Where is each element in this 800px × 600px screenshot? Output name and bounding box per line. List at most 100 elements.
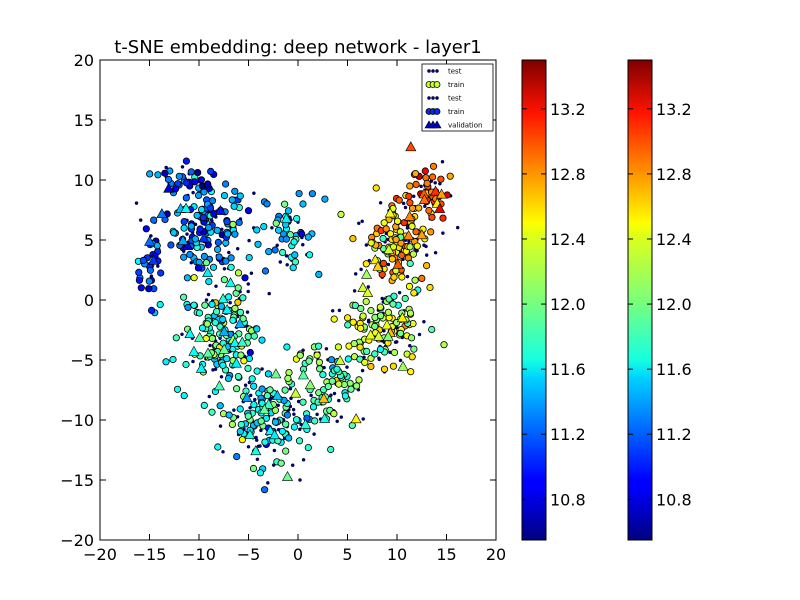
y-axis: −20 −15 −10 −5 0 5 10 15 20 (60, 51, 496, 550)
colorbar-tick-label: 13.2 (550, 100, 586, 119)
train-point (367, 306, 375, 315)
test-point (134, 201, 139, 205)
train-point (145, 277, 153, 285)
train-point (316, 365, 324, 373)
validation-point (418, 193, 430, 204)
validation-point (362, 286, 374, 297)
test-point (255, 457, 260, 462)
train-point (293, 215, 301, 223)
test-point (228, 300, 232, 305)
test-point (401, 201, 406, 206)
train-point (427, 228, 435, 236)
legend-marker-triangle (432, 120, 442, 129)
train-point (380, 365, 389, 373)
validation-point (403, 229, 415, 240)
test-point (252, 191, 256, 195)
train-point (175, 172, 183, 180)
train-point (393, 217, 402, 225)
test-point (292, 412, 296, 416)
test-point (270, 226, 274, 230)
test-point (422, 319, 426, 324)
train-point (292, 416, 301, 424)
colorbar-tick-label: 12.8 (656, 165, 692, 184)
train-point (379, 259, 388, 267)
validation-point (297, 369, 309, 380)
train-point (183, 274, 191, 282)
test-point (455, 225, 460, 230)
validation-point (304, 379, 316, 390)
train-point (367, 362, 375, 371)
train-point (298, 230, 306, 238)
train-point (314, 342, 323, 350)
train-point (437, 175, 445, 183)
train-point (137, 284, 145, 292)
train-point (250, 332, 258, 340)
test-point (189, 260, 194, 265)
train-point (258, 385, 266, 393)
train-point (263, 200, 271, 208)
train-point (214, 238, 222, 246)
train-point (271, 246, 279, 254)
train-point (423, 179, 431, 187)
test-point (227, 250, 231, 255)
train-point (290, 238, 298, 246)
legend-marker-dot (427, 96, 431, 100)
train-point (285, 368, 293, 377)
train-point (225, 411, 233, 419)
train-point (341, 392, 349, 400)
validation-point (194, 331, 206, 342)
validation-point (241, 392, 253, 403)
train-point (389, 300, 397, 308)
train-point (428, 325, 436, 334)
train-point (304, 443, 312, 452)
train-point (244, 364, 252, 372)
validation-point (258, 403, 270, 414)
validation-point (202, 347, 214, 358)
train-point (258, 399, 266, 407)
colorbar-1-gradient (521, 59, 547, 541)
train-point (418, 274, 426, 282)
train-point (388, 255, 396, 263)
train-point (216, 402, 224, 410)
colorbar-tick-label: 11.2 (656, 425, 692, 444)
legend-label: test (448, 68, 462, 76)
legend-marker-dot (431, 96, 435, 100)
train-point (422, 261, 431, 270)
train-point (439, 214, 447, 222)
train-point (182, 157, 190, 165)
train-point (309, 403, 318, 411)
train-point (235, 218, 243, 227)
train-point (249, 464, 258, 473)
train-point (376, 303, 384, 311)
train-point (398, 251, 406, 259)
train-point (213, 307, 221, 316)
train-point (405, 282, 414, 290)
train-point (182, 194, 190, 202)
train-point (410, 289, 418, 297)
scatter-points (134, 141, 460, 494)
train-point (295, 437, 304, 445)
x-axis: −20 −15 −10 −5 0 5 10 15 20 (83, 60, 506, 564)
validation-point (318, 392, 330, 403)
train-point (190, 274, 198, 282)
train-point (172, 185, 180, 193)
test-point (360, 219, 364, 224)
train-point (224, 230, 232, 238)
train-point (219, 339, 227, 347)
train-point (194, 264, 202, 272)
test-point (345, 365, 349, 369)
train-point (253, 226, 261, 234)
test-point (301, 458, 306, 462)
train-point (280, 200, 289, 208)
train-point (282, 420, 290, 428)
train-point (169, 355, 177, 364)
test-point (285, 263, 289, 267)
train-point (234, 284, 242, 292)
train-point (406, 259, 414, 268)
colorbar-tick-label: 11.6 (550, 360, 586, 379)
legend-marker-dot (435, 69, 439, 73)
train-point (199, 214, 208, 222)
train-point (392, 235, 400, 244)
validation-point (214, 204, 227, 215)
test-point (312, 432, 316, 436)
